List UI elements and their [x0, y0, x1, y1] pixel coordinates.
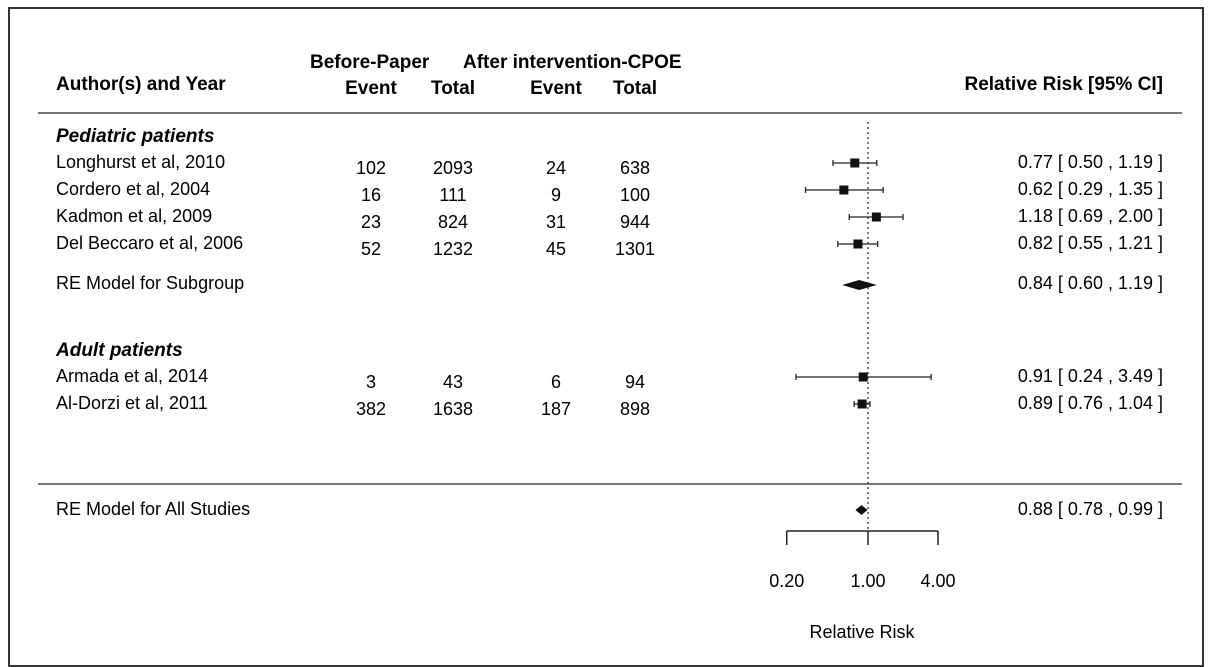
- after-event-value: 45: [546, 239, 566, 259]
- before-event-value: 52: [361, 239, 381, 259]
- axis-tick-label: 4.00: [920, 571, 955, 591]
- group-before-header: Before-Paper: [310, 52, 430, 73]
- after-total-value: 94: [625, 372, 645, 392]
- study-column-header: Author(s) and Year: [56, 74, 226, 95]
- forest-rows: Pediatric patients Longhurst et al, 2010 1…: [55, 126, 1163, 519]
- after-event-value: 9: [551, 185, 561, 205]
- point-estimate: [858, 372, 868, 382]
- ci-label: 0.77 [ 0.50 , 1.19 ]: [1018, 152, 1163, 172]
- study-name: Longhurst et al, 2010: [56, 152, 225, 172]
- before-total-value: 1232: [433, 239, 473, 259]
- subgroup-title: Pediatric patients: [56, 126, 214, 147]
- ci-label: 0.89 [ 0.76 , 1.04 ]: [1018, 393, 1163, 413]
- before-total-value: 43: [443, 372, 463, 392]
- overall-ci: 0.88 [ 0.78 , 0.99 ]: [1018, 499, 1163, 519]
- ci-label: 0.91 [ 0.24 , 3.49 ]: [1018, 366, 1163, 386]
- after-event-value: 31: [546, 212, 566, 232]
- study-name: Al-Dorzi et al, 2011: [56, 393, 208, 413]
- study-name: Armada et al, 2014: [56, 366, 208, 386]
- point-estimate: [857, 399, 867, 409]
- after-total-value: 1301: [615, 239, 655, 259]
- before-event-value: 382: [356, 399, 386, 419]
- before-total-header: Total: [431, 78, 475, 99]
- subgroup-summary-diamond: [842, 280, 877, 290]
- before-event-value: 102: [356, 158, 386, 178]
- overall-label: RE Model for All Studies: [56, 499, 250, 519]
- before-total-value: 111: [439, 185, 466, 205]
- after-total-value: 638: [620, 158, 650, 178]
- point-estimate: [853, 239, 863, 249]
- effect-header: Relative Risk [95% CI]: [964, 74, 1163, 95]
- group-after-header: After intervention-CPOE: [463, 52, 682, 73]
- after-event-value: 187: [541, 399, 571, 419]
- axis-tick-label: 0.20: [769, 571, 804, 591]
- ci-label: 0.62 [ 0.29 , 1.35 ]: [1018, 179, 1163, 199]
- axis-title: Relative Risk: [809, 622, 915, 642]
- before-event-header: Event: [345, 78, 397, 99]
- before-event-value: 23: [361, 212, 381, 232]
- before-total-value: 1638: [433, 399, 473, 419]
- ci-label: 0.82 [ 0.55 , 1.21 ]: [1018, 233, 1163, 253]
- point-estimate: [850, 158, 860, 168]
- overall-diamond: [855, 505, 868, 515]
- before-event-value: 3: [366, 372, 376, 392]
- study-name: Del Beccaro et al, 2006: [56, 233, 243, 253]
- study-name: Kadmon et al, 2009: [56, 206, 212, 226]
- before-total-value: 2093: [433, 158, 473, 178]
- after-total-value: 898: [620, 399, 650, 419]
- point-estimate: [871, 212, 881, 222]
- x-axis: 0.20 1.00 4.00 Relative Risk: [769, 122, 956, 642]
- ci-label: 1.18 [ 0.69 , 2.00 ]: [1018, 206, 1163, 226]
- after-event-value: 6: [551, 372, 561, 392]
- after-event-value: 24: [546, 158, 566, 178]
- subgroup-title: Adult patients: [55, 340, 183, 361]
- point-estimate: [839, 185, 849, 195]
- after-total-value: 100: [620, 185, 650, 205]
- before-event-value: 16: [361, 185, 381, 205]
- subgroup-summary-ci: 0.84 [ 0.60 , 1.19 ]: [1018, 273, 1163, 293]
- subgroup-summary-label: RE Model for Subgroup: [56, 273, 244, 293]
- axis-tick-label: 1.00: [850, 571, 885, 591]
- after-total-value: 944: [620, 212, 650, 232]
- before-total-value: 824: [438, 212, 468, 232]
- after-event-header: Event: [530, 78, 582, 99]
- after-total-header: Total: [613, 78, 657, 99]
- study-name: Cordero et al, 2004: [56, 179, 210, 199]
